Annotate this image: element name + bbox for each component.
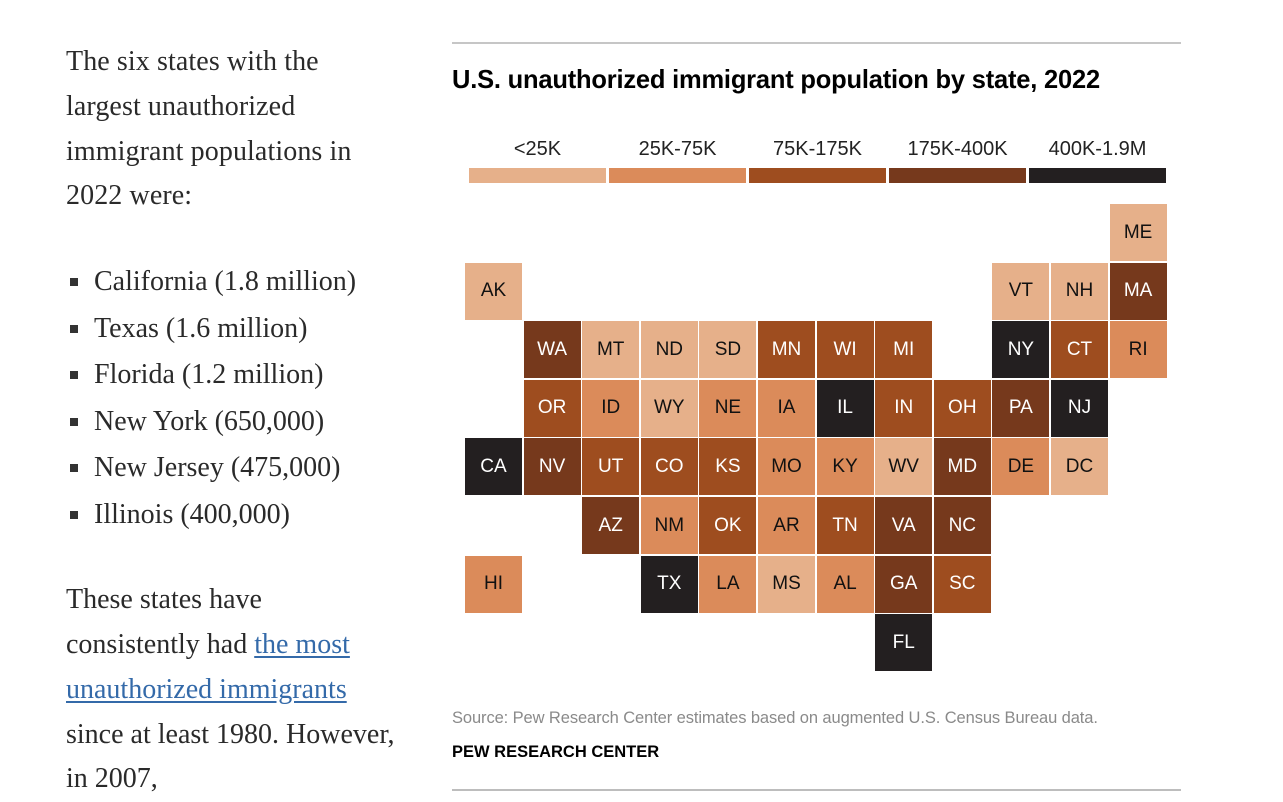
state-tile-sd[interactable]: SD	[699, 321, 757, 379]
state-tile-tn[interactable]: TN	[816, 497, 874, 554]
state-tile-nh[interactable]: NH	[1051, 262, 1108, 320]
state-tile-ga[interactable]: GA	[875, 555, 933, 613]
state-tile-pa[interactable]: PA	[992, 379, 1050, 437]
intro-paragraph: The six states with the largest unauthor…	[66, 46, 352, 212]
state-tile-nd[interactable]: ND	[640, 321, 698, 379]
bullet-icon	[70, 464, 78, 473]
legend-label: 175K-400K	[907, 138, 1008, 160]
state-tile-va[interactable]: VA	[875, 497, 933, 554]
state-tile-il[interactable]: IL	[816, 379, 874, 437]
source-note: Source: Pew Research Center estimates ba…	[452, 709, 1098, 727]
bullet-icon	[70, 324, 78, 333]
legend-label: 75K-175K	[773, 138, 862, 160]
bottom-divider	[452, 789, 1181, 791]
state-tile-tx[interactable]: TX	[640, 555, 698, 613]
legend-label: <25K	[513, 138, 562, 160]
state-tile-ne[interactable]: NE	[699, 379, 757, 437]
legend-item: 25K-75K	[609, 137, 746, 183]
state-tile-nc[interactable]: NC	[933, 497, 991, 554]
state-tile-hi[interactable]: HI	[465, 555, 522, 613]
state-tile-wa[interactable]: WA	[523, 321, 581, 379]
state-tile-ut[interactable]: UT	[582, 438, 640, 496]
list-item: Illinois (400,000)	[66, 492, 396, 539]
state-tile-nv[interactable]: NV	[523, 438, 581, 496]
state-tile-la[interactable]: LA	[699, 555, 757, 613]
legend-item: 175K-400K	[889, 137, 1026, 183]
bullet-icon	[70, 510, 78, 519]
state-tile-mn[interactable]: MN	[758, 321, 815, 379]
state-tile-fl[interactable]: FL	[875, 614, 933, 672]
bullet-icon	[70, 278, 78, 287]
state-tile-az[interactable]: AZ	[582, 497, 640, 554]
state-tile-ny[interactable]: NY	[992, 321, 1050, 379]
state-tile-sc[interactable]: SC	[933, 555, 991, 613]
state-tile-wv[interactable]: WV	[875, 438, 933, 496]
outro-paragraph: These states have consistently had the m…	[66, 584, 395, 795]
state-tile-ms[interactable]: MS	[758, 555, 815, 613]
state-tile-me[interactable]: ME	[1109, 204, 1167, 261]
most-unauthorized-immigrants-link[interactable]: the most unauthorized immigrants	[66, 628, 350, 705]
legend-item: 75K-175K	[749, 137, 886, 183]
state-tile-nj[interactable]: NJ	[1051, 379, 1108, 437]
state-tile-ak[interactable]: AK	[465, 262, 522, 320]
state-tile-ky[interactable]: KY	[816, 438, 874, 496]
list-item: New Jersey (475,000)	[66, 445, 396, 492]
top-divider	[452, 42, 1181, 44]
bullet-icon	[70, 371, 78, 380]
legend-label: 25K-75K	[638, 138, 717, 160]
top-states-list: California (1.8 million) Texas (1.6 mill…	[66, 259, 396, 538]
state-tile-wy[interactable]: WY	[640, 379, 698, 437]
state-tile-ia[interactable]: IA	[758, 379, 815, 437]
legend-swatch	[469, 168, 606, 183]
legend-swatch	[1029, 168, 1166, 183]
legend-swatch	[609, 168, 746, 183]
state-tile-ca[interactable]: CA	[465, 438, 522, 496]
state-tile-nm[interactable]: NM	[640, 497, 698, 554]
list-item: New York (650,000)	[66, 399, 396, 446]
state-tile-ok[interactable]: OK	[699, 497, 757, 554]
state-tile-ct[interactable]: CT	[1051, 321, 1108, 379]
legend: <25K 25K-75K 75K-175K 175K-400K 400K-1.9M	[469, 137, 1166, 187]
list-item: California (1.8 million)	[66, 259, 396, 306]
state-tile-ks[interactable]: KS	[699, 438, 757, 496]
list-item: Texas (1.6 million)	[66, 306, 396, 353]
chart-title: U.S. unauthorized immigrant population b…	[452, 64, 1100, 94]
state-tile-dc[interactable]: DC	[1051, 438, 1108, 496]
state-tile-md[interactable]: MD	[933, 438, 991, 496]
bullet-icon	[70, 417, 78, 426]
state-tile-oh[interactable]: OH	[933, 379, 991, 437]
state-tile-in[interactable]: IN	[875, 379, 933, 437]
article-text: The six states with the largest unauthor…	[66, 40, 396, 802]
state-tile-ri[interactable]: RI	[1109, 321, 1167, 379]
state-tile-mi[interactable]: MI	[875, 321, 933, 379]
state-tile-de[interactable]: DE	[992, 438, 1050, 496]
state-tile-mo[interactable]: MO	[758, 438, 815, 496]
state-tile-mt[interactable]: MT	[582, 321, 640, 379]
state-tile-vt[interactable]: VT	[992, 262, 1050, 320]
state-tile-id[interactable]: ID	[582, 379, 640, 437]
legend-label: 400K-1.9M	[1048, 138, 1147, 160]
list-item: Florida (1.2 million)	[66, 352, 396, 399]
state-tile-or[interactable]: OR	[523, 379, 581, 437]
state-tile-al[interactable]: AL	[816, 555, 874, 613]
state-tile-ma[interactable]: MA	[1109, 262, 1167, 320]
chart-figure: U.S. unauthorized immigrant population b…	[452, 42, 1181, 183]
legend-swatch	[889, 168, 1026, 183]
state-tile-co[interactable]: CO	[640, 438, 698, 496]
legend-item: <25K	[469, 137, 606, 183]
state-tile-wi[interactable]: WI	[816, 321, 874, 379]
legend-item: 400K-1.9M	[1029, 137, 1166, 183]
state-tile-ar[interactable]: AR	[758, 497, 815, 554]
legend-swatch	[749, 168, 886, 183]
brand-label: PEW RESEARCH CENTER	[452, 743, 660, 761]
